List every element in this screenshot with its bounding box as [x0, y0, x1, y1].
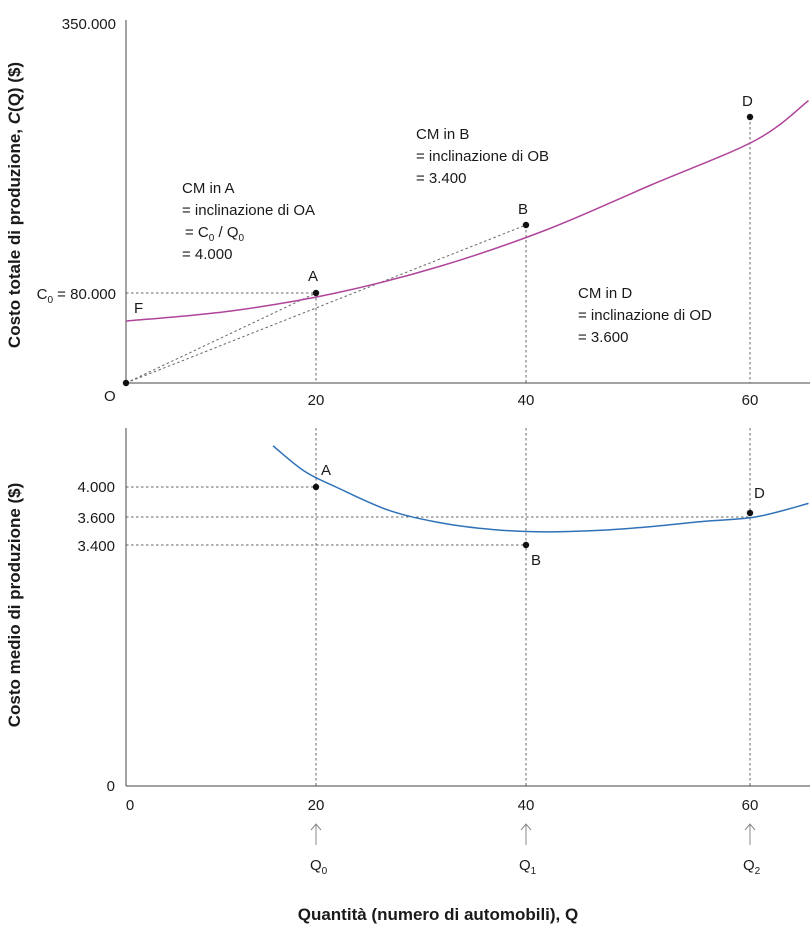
- y-tick-350000: 350.000: [62, 16, 116, 33]
- up-arrow-icon: [310, 823, 322, 845]
- y-tick-3600: 3.600: [77, 510, 115, 527]
- annotation-d-line1: CM in D: [578, 285, 632, 302]
- point-label-a-top: A: [308, 268, 318, 285]
- y-tick-c0: C0 = 80.000: [37, 286, 116, 306]
- bottom-x-tick-20: 20: [308, 797, 325, 814]
- ray-oa: [125, 292, 317, 384]
- point-label-d-top: D: [742, 93, 753, 110]
- point-b-top: [522, 221, 530, 229]
- point-label-a-bottom: A: [321, 462, 331, 479]
- annotation-b-line1: CM in B: [416, 126, 469, 143]
- top-x-tick-60: 60: [742, 392, 759, 409]
- q1-label: Q1: [519, 857, 537, 877]
- y-tick-0: 0: [107, 778, 115, 795]
- annotation-a-line3: = C0 / Q0: [185, 224, 245, 244]
- annotation-d-line2: = inclinazione di OD: [578, 307, 712, 324]
- fixed-cost-label: F: [134, 300, 143, 317]
- point-label-d-bottom: D: [754, 485, 765, 502]
- annotation-a-line1: CM in A: [182, 180, 235, 197]
- annotation-d-line3: = 3.600: [578, 329, 628, 346]
- ray-ob: [125, 224, 527, 384]
- average-cost-chart: A B D 4.000 3.600 3.400 0 0 20 40 60 Q0 …: [5, 428, 810, 924]
- total-cost-chart: A B D F O 350.000 C0 = 80.000 20 40 60 C…: [5, 16, 810, 409]
- annotation-b-line2: = inclinazione di OB: [416, 148, 549, 165]
- bottom-y-axis-label: Costo medio di produzione ($): [5, 483, 24, 728]
- bottom-x-tick-60: 60: [742, 797, 759, 814]
- q2-label: Q2: [743, 857, 761, 877]
- top-y-axis-label: Costo totale di produzione, C(Q) ($): [5, 62, 24, 348]
- annotation-b-line3: = 3.400: [416, 170, 466, 187]
- annotation-a: CM in A = inclinazione di OA = C0 / Q0 =…: [182, 180, 315, 263]
- point-a-top: [312, 289, 320, 297]
- point-label-b-bottom: B: [531, 552, 541, 569]
- q0-label: Q0: [310, 857, 328, 877]
- annotation-b: CM in B = inclinazione di OB = 3.400: [416, 126, 549, 187]
- annotation-a-line4: = 4.000: [182, 246, 232, 263]
- up-arrow-icon: [520, 823, 532, 845]
- point-a-bottom: [312, 483, 320, 491]
- total-cost-curve: [125, 100, 809, 322]
- point-d-bottom: [746, 509, 754, 517]
- up-arrow-icon: [744, 823, 756, 845]
- annotation-d: CM in D = inclinazione di OD = 3.600: [578, 285, 712, 346]
- point-b-bottom: [522, 541, 530, 549]
- bottom-x-tick-40: 40: [518, 797, 535, 814]
- point-label-b-top: B: [518, 201, 528, 218]
- y-tick-3400: 3.400: [77, 538, 115, 555]
- annotation-a-line2: = inclinazione di OA: [182, 202, 315, 219]
- y-tick-4000: 4.000: [77, 479, 115, 496]
- point-d-top: [746, 113, 754, 121]
- point-o: [122, 379, 130, 387]
- top-x-tick-20: 20: [308, 392, 325, 409]
- top-x-tick-40: 40: [518, 392, 535, 409]
- average-cost-curve: [272, 445, 809, 533]
- x-axis-label: Quantità (numero di automobili), Q: [298, 905, 579, 924]
- origin-label: O: [104, 388, 116, 405]
- bottom-x-tick-0: 0: [126, 797, 134, 814]
